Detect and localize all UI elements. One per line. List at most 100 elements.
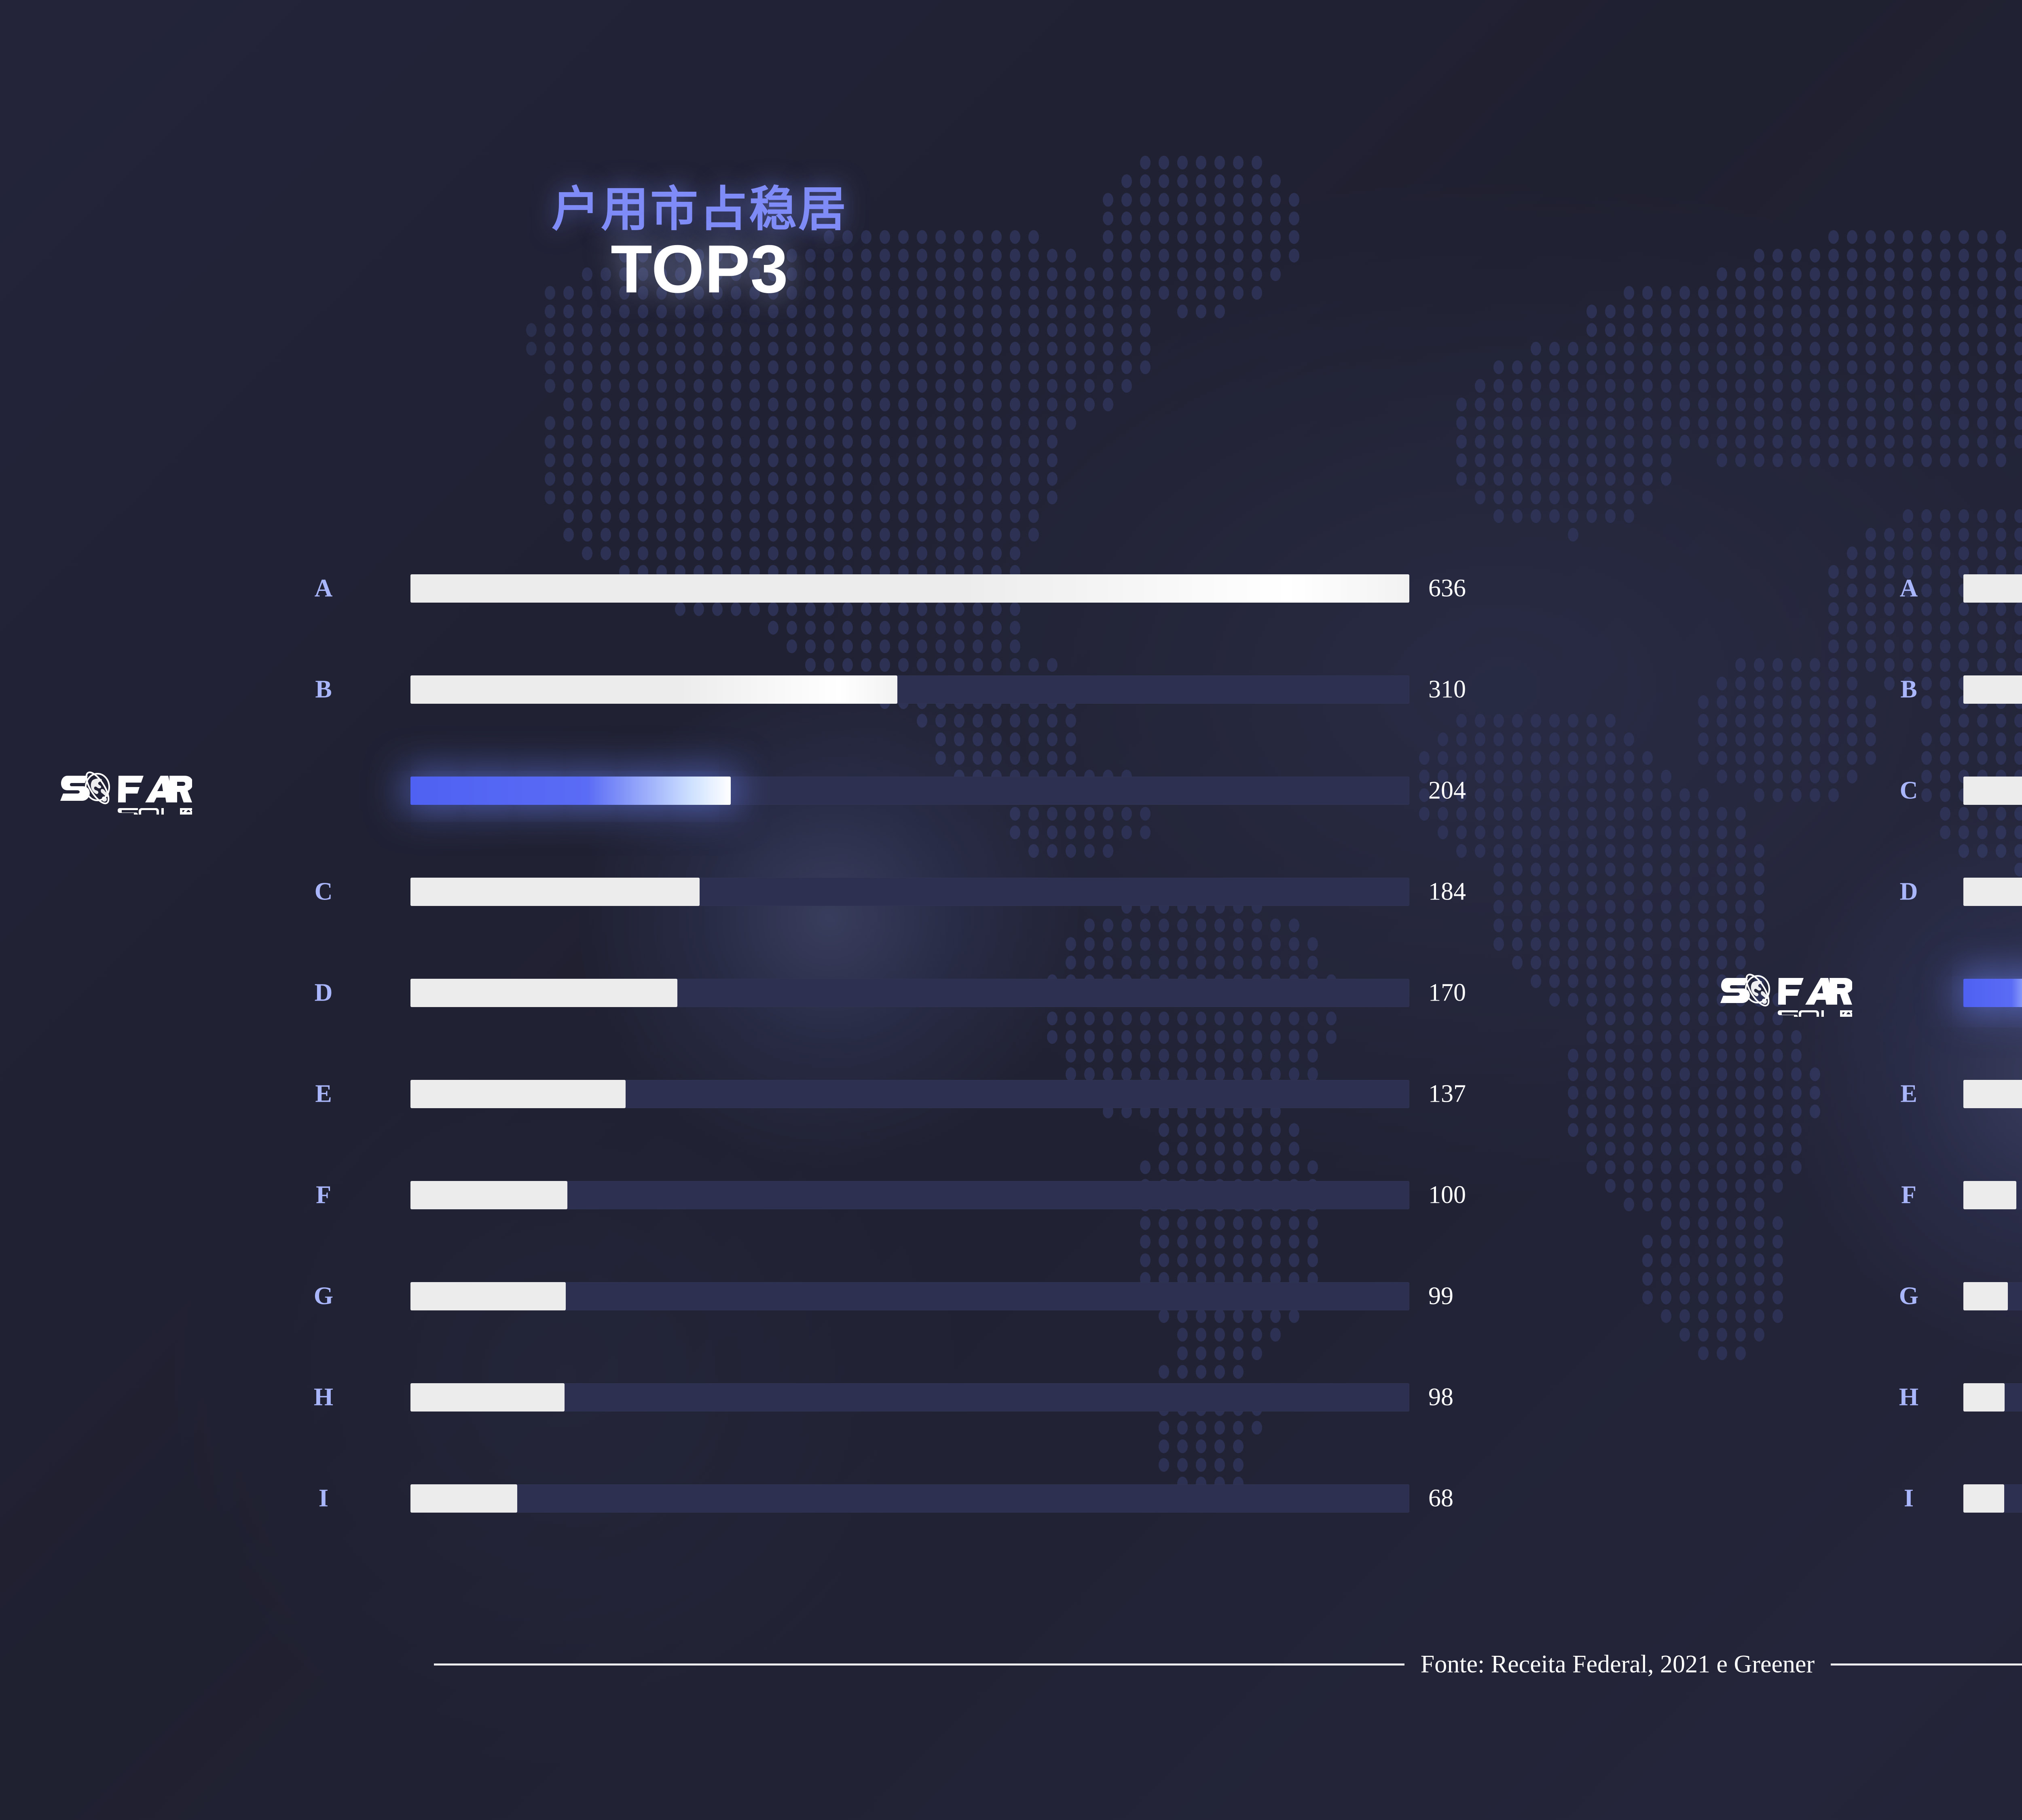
bar-value: 636: [1428, 574, 1466, 602]
bar-track: [410, 1484, 1409, 1513]
bar-row: C511: [1836, 740, 2022, 841]
right-title: TOP5: [1731, 235, 2022, 304]
bar-track: [410, 1383, 1409, 1412]
bar-track: [1963, 1181, 2022, 1209]
bar-fill: [1963, 1484, 2004, 1513]
bar-row: I 68: [0, 1448, 1577, 1549]
bar-track: [1963, 777, 2022, 805]
sofar-logo-mark: [60, 771, 192, 815]
bar-row-label: E: [315, 1080, 332, 1108]
footer-divider-left: [434, 1663, 1404, 1666]
bar-fill: [1963, 878, 2022, 906]
bar-row-label: F: [1901, 1181, 1916, 1209]
bar-row-label: B: [315, 675, 332, 703]
bar-row: G70: [1836, 1246, 2022, 1347]
bar-fill: [410, 979, 678, 1007]
bar-row-label: B: [1900, 675, 1917, 703]
bar-row: F83: [1836, 1145, 2022, 1246]
bar-track: [1963, 1383, 2022, 1412]
bar-fill-highlight: [410, 777, 731, 805]
bar-row-label: H: [1899, 1383, 1919, 1411]
bar-fill: [410, 1383, 565, 1412]
bar-row-label: D: [314, 979, 333, 1007]
bar-row: E 137: [0, 1043, 1577, 1145]
bar-value: 137: [1428, 1080, 1466, 1108]
bar-fill: [410, 878, 700, 906]
bar-value: 98: [1428, 1383, 1453, 1411]
bar-track: [410, 574, 1409, 603]
right-panel-heading: 50kW及以上电站市占稳居 TOP5: [1731, 184, 2022, 304]
bar-row: E124: [1836, 1043, 2022, 1145]
bar-row: F 100: [0, 1145, 1577, 1246]
bar-track: [410, 979, 1409, 1007]
bar-fill: [410, 574, 1409, 603]
left-title: TOP3: [611, 231, 789, 307]
sofar-logo: [1719, 969, 1852, 1017]
bar-track: [1963, 1282, 2022, 1310]
bar-fill: [410, 1282, 566, 1310]
left-subtitle: 户用市占稳居: [551, 181, 848, 237]
bar-fill: [410, 1181, 568, 1209]
bar-row-label: F: [316, 1181, 331, 1209]
bar-row: B 310: [0, 639, 1577, 740]
bar-track: [410, 675, 1409, 704]
bar-value: 99: [1428, 1282, 1453, 1310]
bar-row: D 170: [0, 942, 1577, 1043]
bar-row: G 99: [0, 1246, 1577, 1347]
bar-track: [1963, 878, 2022, 906]
right-subtitle: 50kW及以上电站市占稳居: [1731, 184, 2022, 235]
bar-row-label: G: [1899, 1282, 1919, 1310]
bar-fill: [1963, 1080, 2022, 1108]
bar-row-label: E: [1900, 1080, 1917, 1108]
bar-row: H65: [1836, 1347, 2022, 1448]
bar-row-label: C: [1899, 777, 1918, 804]
bar-value: 184: [1428, 878, 1466, 906]
bar-track: [410, 1282, 1409, 1310]
left-bar-chart: A 636 B 310 204 C 184 D 170 E 137 F 100 G 99 H 98 I 68: [0, 538, 1577, 1549]
bar-row: B1,203: [1836, 639, 2022, 740]
sofar-logo-mark: [1720, 973, 1852, 1017]
bar-row-label: G: [313, 1282, 334, 1310]
bar-value: 68: [1428, 1484, 1453, 1512]
bar-fill: [1963, 675, 2022, 704]
bar-track: [410, 777, 1409, 805]
bar-fill: [410, 1080, 626, 1108]
bar-track: [1963, 574, 2022, 603]
bar-value: 100: [1428, 1181, 1466, 1209]
bar-track: [410, 878, 1409, 906]
bar-value: 170: [1428, 979, 1466, 1007]
bar-row: 204: [0, 740, 1577, 841]
bar-row-label: I: [1904, 1484, 1914, 1512]
bar-row-label: I: [318, 1484, 329, 1512]
bar-track: [410, 1080, 1409, 1108]
bar-fill: [1963, 1181, 2016, 1209]
sofar-logo: [59, 767, 192, 815]
bar-row-label: A: [314, 574, 333, 602]
bar-value: 204: [1428, 777, 1466, 804]
bar-fill: [1963, 777, 2022, 805]
source-note: Fonte: Receita Federal, 2021 e Greener: [1420, 1650, 1815, 1678]
bar-track: [1963, 979, 2022, 1007]
bar-row: C 184: [0, 841, 1577, 942]
footer-divider-right: [1831, 1663, 2022, 1666]
bar-fill: [1963, 574, 2022, 603]
bar-row: I64: [1836, 1448, 2022, 1549]
bar-track: [410, 1181, 1409, 1209]
bar-row: A1,567: [1836, 538, 2022, 639]
bar-fill: [1963, 1383, 2005, 1412]
bar-row: D214: [1836, 841, 2022, 942]
bar-row-label: C: [314, 878, 333, 906]
bar-row: 137: [1720, 942, 2022, 1043]
bar-value: 310: [1428, 675, 1466, 703]
bar-row-label: D: [1899, 878, 1918, 906]
bar-fill: [1963, 1282, 2008, 1310]
bar-track: [1963, 1484, 2022, 1513]
bar-row: H 98: [0, 1347, 1577, 1448]
bar-row: A 636: [0, 538, 1577, 639]
bar-row-label: A: [1899, 574, 1918, 602]
bar-fill: [410, 675, 897, 704]
bar-fill: [410, 1484, 518, 1513]
footer: Fonte: Receita Federal, 2021 e Greener: [0, 1614, 2022, 1715]
